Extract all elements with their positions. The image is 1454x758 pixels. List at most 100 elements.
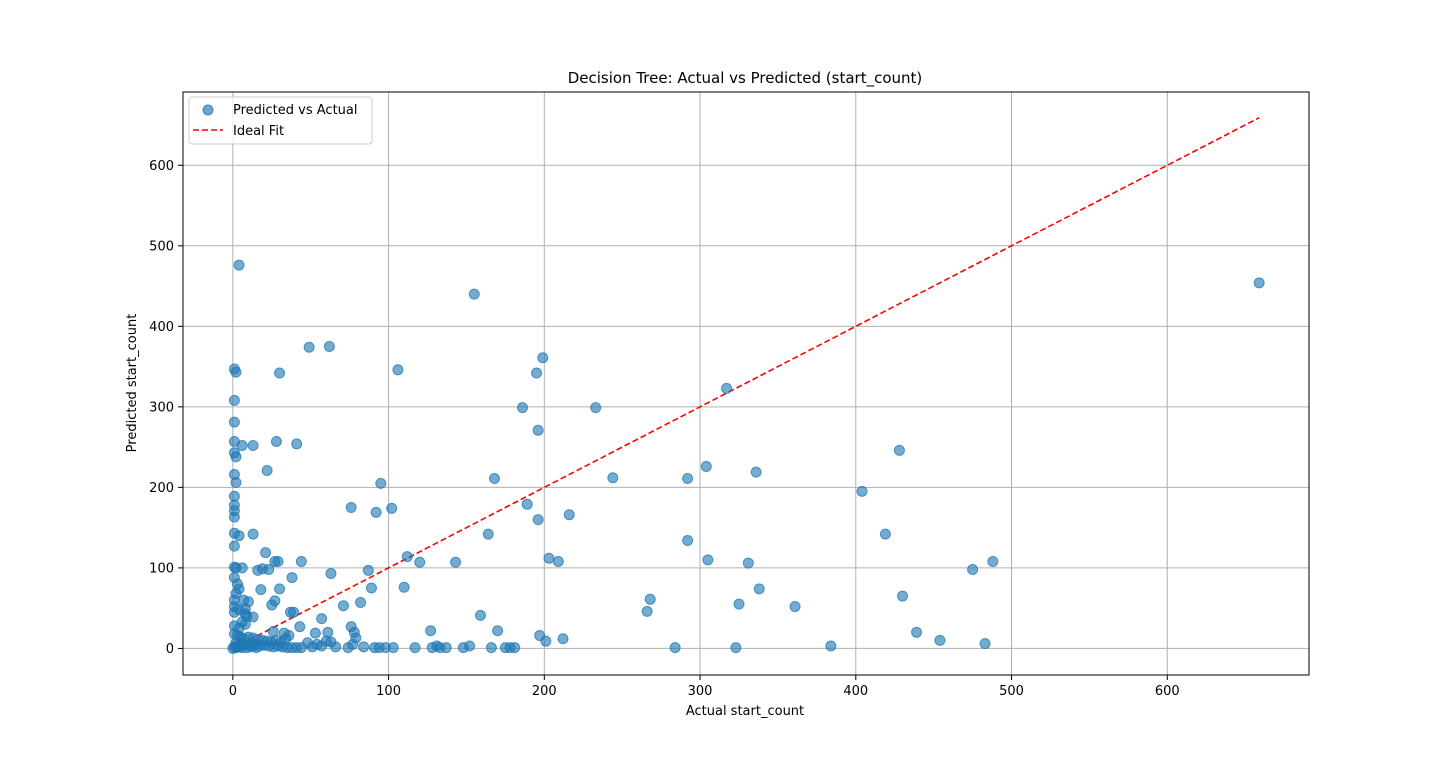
data-point	[355, 597, 367, 609]
data-point	[492, 625, 504, 637]
data-point	[392, 364, 404, 376]
data-point	[934, 634, 946, 646]
data-point	[789, 601, 801, 613]
data-point	[540, 635, 552, 647]
data-point	[316, 613, 328, 625]
data-point	[509, 642, 521, 654]
data-point	[682, 535, 694, 547]
data-point	[474, 609, 486, 621]
data-point	[362, 564, 374, 576]
data-point	[563, 509, 575, 521]
data-point	[250, 642, 262, 654]
legend: Predicted vs Actual Ideal Fit	[188, 96, 373, 145]
data-point	[644, 593, 656, 605]
data-point	[358, 641, 370, 653]
data-point	[247, 528, 259, 540]
data-point	[303, 341, 315, 353]
data-point	[230, 366, 242, 378]
data-point	[552, 555, 564, 567]
data-point	[230, 477, 242, 489]
data-point	[323, 340, 335, 352]
plot-frame	[182, 91, 1310, 676]
data-point	[879, 528, 891, 540]
data-point	[987, 555, 999, 567]
data-point	[721, 382, 733, 394]
data-point	[295, 555, 307, 567]
data-point	[233, 259, 245, 271]
data-point	[247, 440, 259, 452]
data-point	[228, 416, 240, 428]
legend-label-ideal: Ideal Fit	[233, 124, 284, 139]
points-layer	[227, 259, 1265, 654]
data-point	[409, 642, 421, 654]
data-point	[263, 564, 275, 576]
data-point	[345, 502, 357, 514]
data-point	[485, 642, 497, 654]
data-point	[370, 506, 382, 518]
data-point	[440, 642, 452, 654]
ideal-fit-line	[232, 117, 1260, 650]
data-point	[521, 498, 533, 510]
data-point	[911, 626, 923, 638]
data-point	[365, 582, 377, 594]
data-point	[325, 568, 337, 580]
y-tick-label: 600	[149, 159, 174, 174]
data-point	[233, 530, 245, 542]
data-point	[398, 581, 410, 593]
data-point	[730, 642, 742, 654]
data-point	[247, 611, 259, 623]
grid-layer	[183, 92, 1309, 675]
y-tick-label: 100	[149, 561, 174, 576]
x-axis-title: Actual start_count	[686, 704, 804, 719]
data-point	[286, 572, 298, 584]
data-point	[274, 367, 286, 379]
legend-marker-points	[202, 104, 214, 116]
y-tick-label: 0	[166, 642, 174, 657]
data-point	[702, 554, 714, 566]
data-point	[414, 556, 426, 568]
x-tick-label: 300	[688, 684, 713, 699]
data-point	[700, 460, 712, 472]
data-point	[532, 514, 544, 526]
data-point	[482, 528, 494, 540]
data-point	[322, 626, 334, 638]
data-point	[228, 394, 240, 406]
x-tick-label: 100	[376, 684, 401, 699]
data-point	[330, 641, 342, 653]
data-point	[401, 551, 413, 563]
data-point	[270, 435, 282, 447]
x-tick-label: 200	[532, 684, 557, 699]
data-point	[272, 555, 284, 567]
data-point	[856, 485, 868, 497]
data-point	[386, 502, 398, 514]
data-point	[825, 640, 837, 652]
data-point	[967, 564, 979, 576]
data-point	[1253, 277, 1265, 289]
data-point	[291, 438, 303, 450]
data-point	[557, 633, 569, 645]
data-point	[309, 627, 321, 639]
legend-box	[188, 96, 373, 145]
data-point	[543, 552, 555, 564]
data-point	[753, 583, 765, 595]
data-point	[255, 584, 267, 596]
data-point	[532, 424, 544, 436]
y-tick-label: 400	[149, 320, 174, 335]
data-point	[228, 511, 240, 523]
data-point	[897, 590, 909, 602]
data-point	[531, 367, 543, 379]
data-point	[742, 557, 754, 569]
data-point	[733, 598, 745, 610]
data-point	[517, 402, 529, 414]
data-point	[274, 583, 286, 595]
data-point	[230, 451, 242, 463]
y-tick-label: 200	[149, 481, 174, 496]
data-point	[682, 473, 694, 485]
data-point	[260, 547, 272, 559]
data-point	[236, 562, 248, 574]
data-point	[537, 352, 549, 364]
data-point	[288, 606, 300, 618]
data-point	[464, 640, 476, 652]
